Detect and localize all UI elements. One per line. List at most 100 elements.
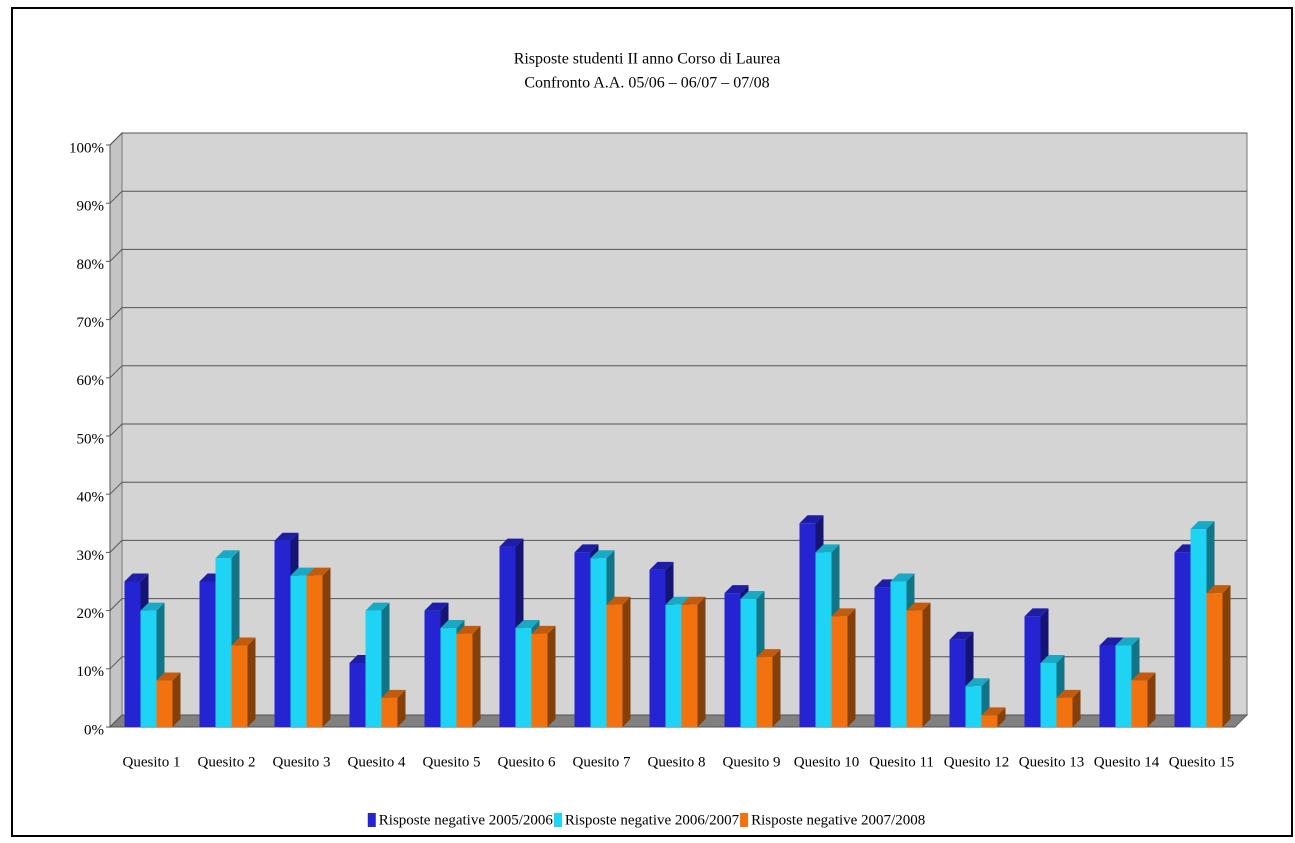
side-grid-line (109, 481, 123, 495)
bar-top (965, 678, 990, 687)
bar-top (440, 620, 465, 629)
x-tick-label: Quesito 14 (1094, 754, 1160, 770)
bar-top (1190, 521, 1215, 530)
bar-side (922, 602, 931, 727)
bar (156, 680, 173, 727)
bar (815, 552, 832, 727)
y-tick-label: 10% (77, 664, 105, 680)
side-grid-line (109, 540, 123, 553)
bar (365, 610, 382, 727)
y-tick-label: 40% (77, 490, 105, 506)
y-tick-label: 30% (77, 548, 105, 564)
bar-top (815, 544, 840, 553)
bar-top (981, 707, 1006, 716)
bar-side (172, 672, 181, 727)
bar (965, 686, 982, 727)
bar (381, 697, 398, 727)
bar-top (1131, 672, 1156, 681)
bar (499, 546, 516, 727)
bar (349, 662, 366, 727)
bar-top (231, 637, 256, 646)
bar (1131, 680, 1148, 727)
bar-top (724, 585, 749, 594)
bar (531, 633, 548, 727)
bar (831, 616, 848, 727)
legend-label: Risposte negative 2005/2006 (379, 812, 554, 828)
legend-swatch (740, 813, 749, 827)
bar (799, 523, 816, 727)
bar-side (1072, 689, 1081, 727)
bar (740, 598, 757, 727)
bar-side (397, 689, 406, 727)
bar-top (681, 596, 706, 605)
bar-top (499, 538, 524, 547)
bar (756, 657, 773, 727)
bar-top (124, 573, 149, 582)
bar-top (381, 689, 406, 698)
x-tick-label: Quesito 6 (498, 754, 556, 770)
bar (1056, 697, 1073, 727)
bar-top (424, 602, 449, 611)
bar-side (547, 625, 556, 727)
legend-swatch (553, 813, 562, 827)
bar-top (906, 602, 931, 611)
bar-side (472, 625, 481, 727)
x-tick-label: Quesito 8 (648, 754, 706, 770)
bar-top (515, 620, 540, 629)
bar (274, 540, 291, 727)
bar-top (531, 625, 556, 634)
legend-label: Risposte negative 2007/2008 (751, 812, 925, 828)
bar-side (322, 567, 331, 727)
x-tick-label: Quesito 11 (869, 754, 934, 770)
x-tick-label: Quesito 2 (198, 754, 256, 770)
bar (890, 581, 907, 727)
x-tick-label: Quesito 1 (123, 754, 181, 770)
bar-top (890, 573, 915, 582)
bar-top (156, 672, 181, 681)
legend-label: Risposte negative 2006/2007 (565, 812, 740, 828)
bar (515, 628, 532, 727)
bar (456, 633, 473, 727)
bar (215, 558, 232, 727)
side-grid-line (109, 249, 123, 262)
bar (1115, 645, 1132, 727)
bar (231, 645, 248, 727)
side-grid-line (109, 598, 123, 611)
x-tick-label: Quesito 13 (1019, 754, 1084, 770)
y-tick-label: 20% (77, 606, 105, 622)
bar-top (1115, 637, 1140, 646)
bar (981, 715, 998, 727)
bar-top (274, 532, 299, 541)
x-tick-label: Quesito 7 (573, 754, 631, 770)
x-tick-label: Quesito 5 (423, 754, 481, 770)
side-grid-line (109, 132, 123, 146)
bar-top (365, 602, 390, 611)
bar (949, 639, 966, 727)
y-tick-label: 100% (69, 140, 104, 156)
bar-top (574, 544, 599, 553)
bar-side (1222, 585, 1231, 727)
y-tick-label: 50% (77, 431, 105, 447)
bar (574, 552, 591, 727)
x-tick-label: Quesito 12 (944, 754, 1009, 770)
side-grid-line (109, 423, 123, 437)
bar (1206, 593, 1223, 727)
bar-top (649, 561, 674, 570)
bar (681, 604, 698, 727)
bar (199, 581, 216, 727)
side-grid-line (109, 190, 123, 204)
bar-top (740, 590, 765, 599)
bar-top (140, 602, 165, 611)
x-tick-label: Quesito 10 (794, 754, 859, 770)
bar (140, 610, 157, 727)
legend-swatch (367, 813, 376, 827)
bar (1099, 645, 1116, 727)
bar-side (1147, 672, 1156, 727)
chart-subtitle: Confronto A.A. 05/06 – 06/07 – 07/08 (524, 75, 769, 92)
bar-top (215, 550, 240, 559)
bar-side (997, 707, 1006, 727)
chart-title: Risposte studenti II anno Corso di Laure… (514, 51, 781, 68)
x-tick-label: Quesito 4 (348, 754, 406, 770)
bar-top (456, 625, 481, 634)
